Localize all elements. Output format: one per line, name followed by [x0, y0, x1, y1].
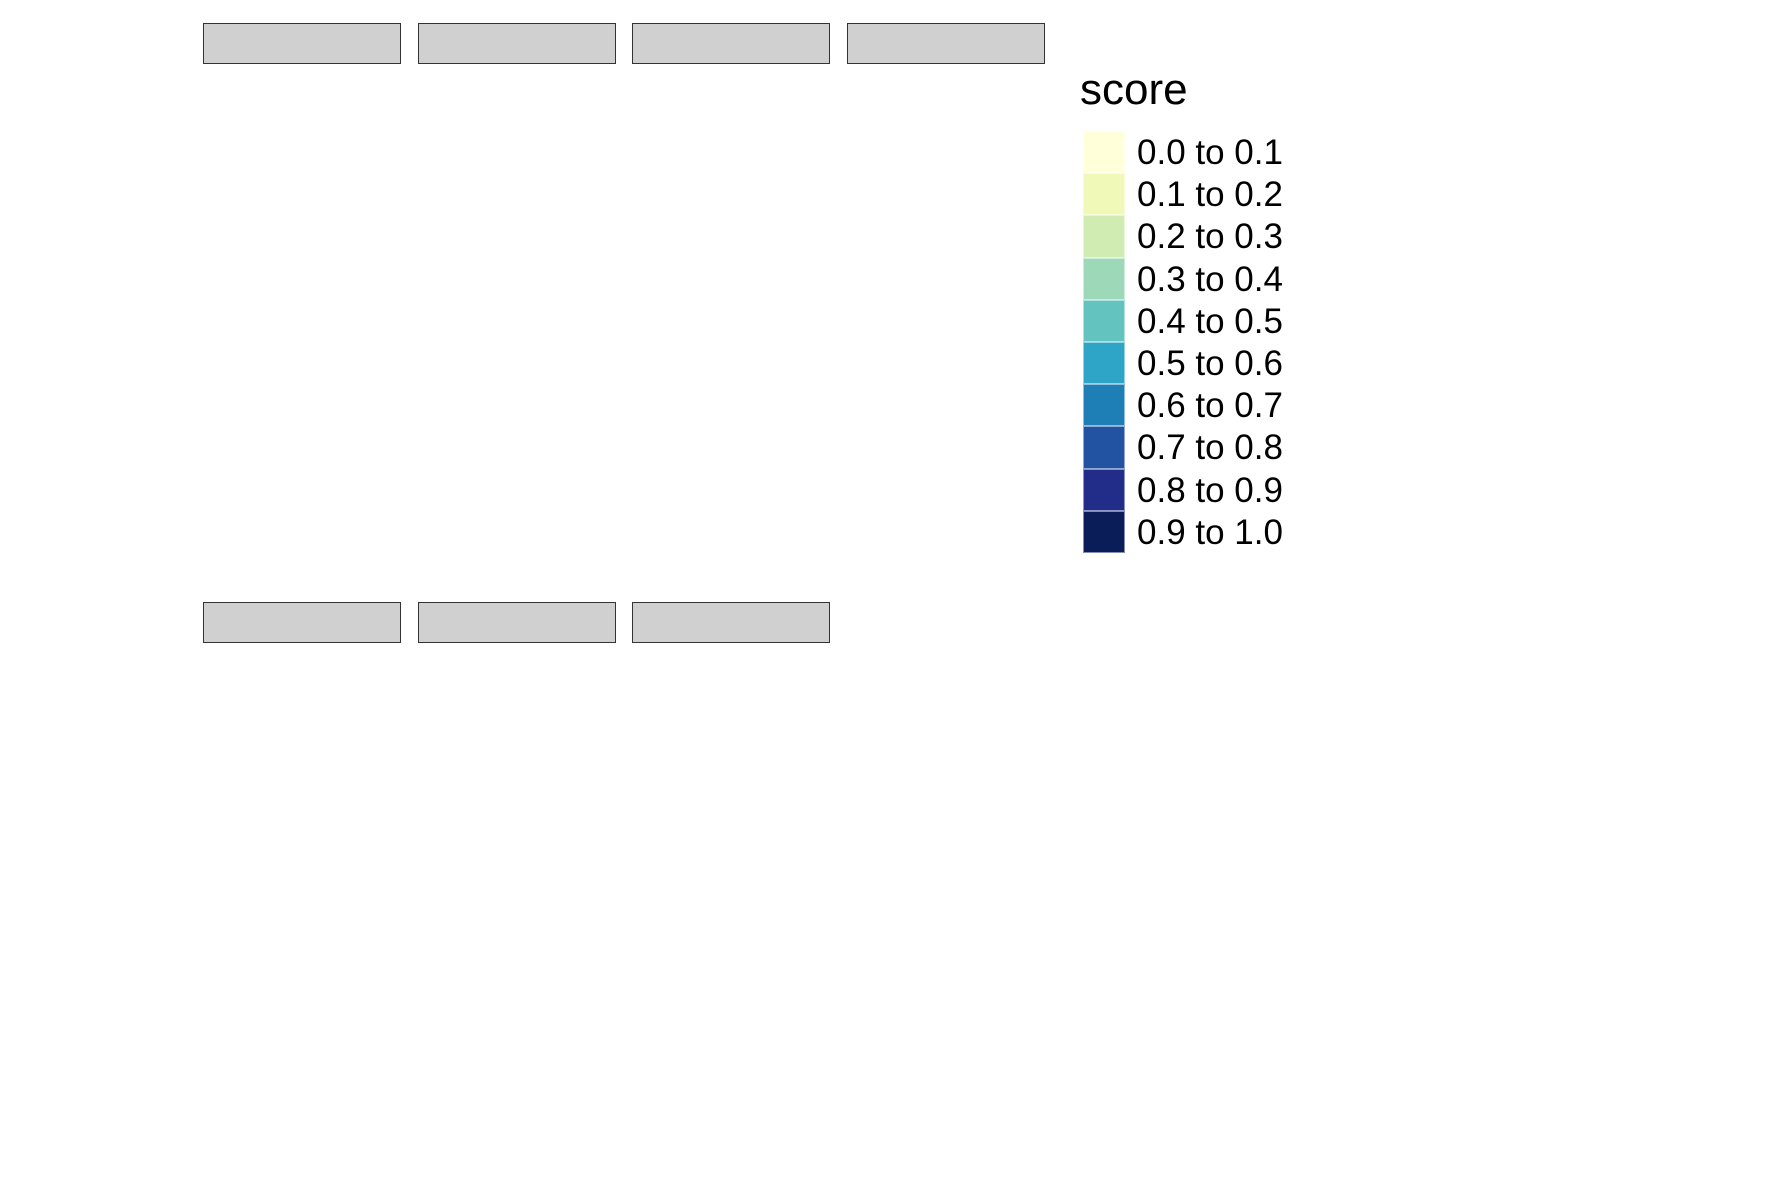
legend-swatch	[1083, 173, 1125, 216]
facet-strip-r2-c1	[203, 602, 401, 643]
legend-swatch	[1083, 468, 1125, 511]
legend-item: 0.2 to 0.3	[1083, 215, 1343, 258]
legend-item: 0.8 to 0.9	[1083, 468, 1343, 511]
legend-label: 0.9 to 1.0	[1137, 512, 1283, 552]
legend-swatch	[1083, 299, 1125, 342]
legend-item: 0.5 to 0.6	[1083, 341, 1343, 385]
legend-item: 0.1 to 0.2	[1083, 173, 1343, 216]
legend-item: 0.3 to 0.4	[1083, 257, 1343, 300]
facet-strip-r1-c1	[203, 23, 401, 64]
legend-label: 0.7 to 0.8	[1137, 428, 1283, 468]
legend-title: score	[1080, 65, 1188, 114]
legend-label: 0.2 to 0.3	[1137, 217, 1283, 257]
legend-label: 0.1 to 0.2	[1137, 175, 1283, 215]
legend-label: 0.3 to 0.4	[1137, 259, 1283, 299]
legend-label: 0.6 to 0.7	[1137, 386, 1283, 426]
legend-item: 0.6 to 0.7	[1083, 384, 1343, 427]
legend-label: 0.0 to 0.1	[1137, 133, 1283, 172]
legend-items: 0.0 to 0.1 0.1 to 0.2 0.2 to 0.3 0.3 to 0.4…	[1083, 131, 1343, 553]
legend-item: 0.4 to 0.5	[1083, 299, 1343, 342]
facet-strip-r1-c3	[632, 23, 830, 64]
legend-swatch	[1083, 426, 1125, 469]
legend-label: 0.8 to 0.9	[1137, 470, 1283, 510]
facet-strip-r2-c2	[417, 602, 616, 643]
facet-strip-r1-c2	[417, 23, 616, 64]
legend-swatch	[1083, 215, 1125, 258]
legend-swatch	[1083, 257, 1125, 300]
legend-item: 0.9 to 1.0	[1083, 510, 1343, 553]
legend-swatch	[1083, 384, 1125, 427]
legend-swatch	[1083, 510, 1125, 553]
legend-swatch	[1083, 341, 1125, 385]
legend-label: 0.5 to 0.6	[1137, 343, 1283, 383]
legend-label: 0.4 to 0.5	[1137, 301, 1283, 341]
legend-swatch	[1083, 131, 1125, 174]
facet-strip-r1-c4	[846, 23, 1045, 64]
legend-item: 0.0 to 0.1	[1083, 131, 1343, 174]
legend-item: 0.7 to 0.8	[1083, 426, 1343, 469]
facet-strip-r2-c3	[632, 602, 830, 643]
